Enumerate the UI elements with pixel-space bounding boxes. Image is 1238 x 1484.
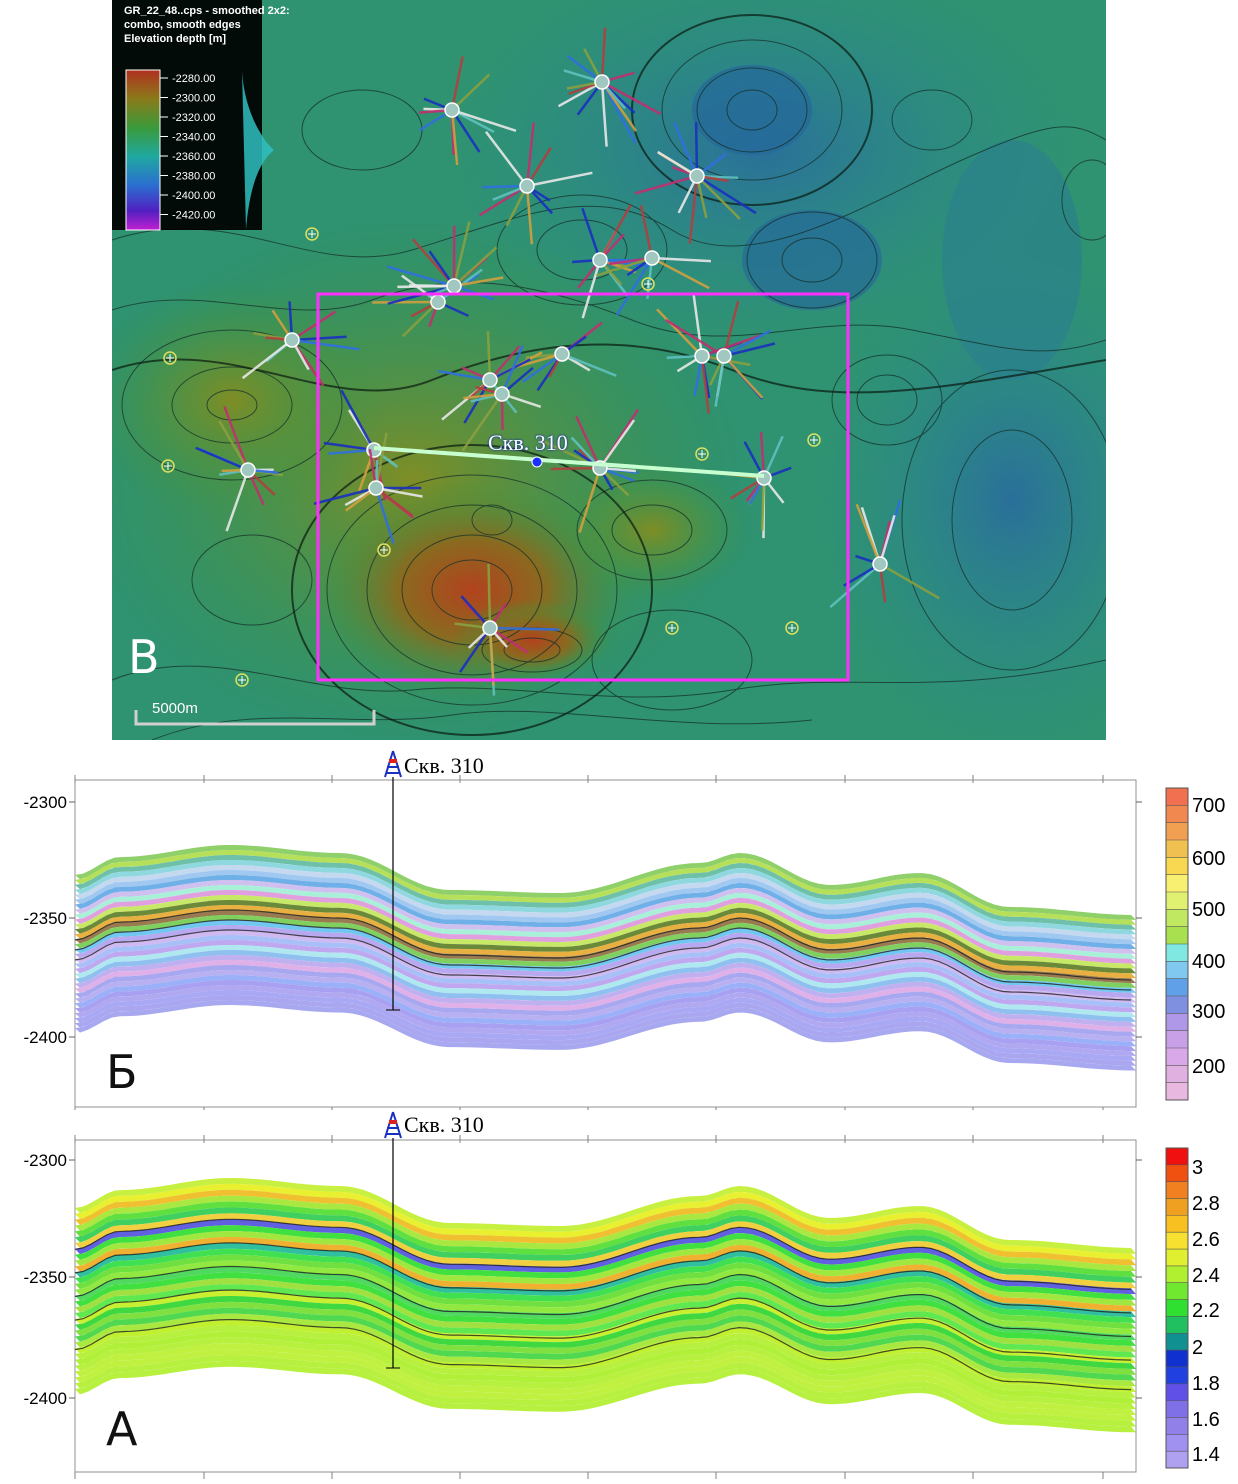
section-b-plot: -2300 -2350 -2400 700 600 500 400 300 200 <box>0 745 1238 1110</box>
scale-bar-label: 5000m <box>152 700 198 717</box>
well-marker <box>695 349 709 363</box>
map-legend-value: -2400.00 <box>172 190 215 202</box>
section-b-colorbar-label: 300 <box>1192 1001 1225 1023</box>
well-marker <box>717 349 731 363</box>
map-title-line-3: Elevation depth [m] <box>124 32 290 46</box>
well-marker <box>520 179 534 193</box>
map-legend-value: -2360.00 <box>172 151 215 163</box>
section-a-colorbar-label: 3 <box>1192 1157 1203 1179</box>
well-marker <box>495 387 509 401</box>
structure-map-panel: -2280.00 -2300.00 -2320.00 -2340.00 -2360.00… <box>112 0 1106 740</box>
section-a-colorbar-label: 1.4 <box>1192 1444 1220 1466</box>
section-a-y-tick-label: -2300 <box>24 1151 67 1170</box>
derrick-icon <box>385 1112 401 1138</box>
section-b-panel: -2300 -2350 -2400 700 600 500 400 300 200 Скв. 3… <box>0 745 1238 1110</box>
map-legend-value: -2380.00 <box>172 171 215 183</box>
section-b-colorbar-label: 600 <box>1192 848 1225 870</box>
map-well-label: Скв. 310 <box>488 430 568 456</box>
well-marker <box>447 279 461 293</box>
structure-map: -2280.00 -2300.00 -2320.00 -2340.00 -2360.00… <box>112 0 1106 740</box>
section-a-colorbar-label: 2.6 <box>1192 1229 1220 1251</box>
section-a-colorbar-label: 2 <box>1192 1337 1203 1359</box>
well-310-marker <box>532 457 542 467</box>
section-a-colorbar <box>1166 1148 1188 1469</box>
map-legend-value: -2340.00 <box>172 132 215 144</box>
section-b-y-tick-label: -2350 <box>24 909 67 928</box>
section-b-colorbar-label: 400 <box>1192 951 1225 973</box>
section-a-colorbar-label: 2.8 <box>1192 1193 1220 1215</box>
well-marker <box>690 169 704 183</box>
section-b-colorbar-label: 500 <box>1192 899 1225 921</box>
derrick-icon <box>385 751 401 777</box>
section-a-colorbar-label: 2.2 <box>1192 1300 1220 1322</box>
well-marker <box>431 295 445 309</box>
section-a-y-tick-label: -2400 <box>24 1389 67 1408</box>
section-b-colorbar-label: 200 <box>1192 1056 1225 1078</box>
well-marker <box>757 471 771 485</box>
section-a-y-tick-label: -2350 <box>24 1268 67 1287</box>
map-title-line-2: combo, smooth edges <box>124 18 290 32</box>
well-marker <box>593 253 607 267</box>
well-marker <box>483 373 497 387</box>
panel-letter-b: Б <box>106 1045 138 1099</box>
section-b-colorbar-label: 700 <box>1192 795 1225 817</box>
map-colorbar <box>126 70 160 230</box>
map-legend-value: -2300.00 <box>172 93 215 105</box>
well-marker <box>241 463 255 477</box>
well-marker <box>369 481 383 495</box>
section-a-panel: -2300 -2350 -2400 3 2.8 2.6 2.4 2.2 2 1.8 1.6 1.4 С… <box>0 1110 1238 1479</box>
section-a-colorbar-label: 1.6 <box>1192 1409 1220 1431</box>
section-a-plot: -2300 -2350 -2400 3 2.8 2.6 2.4 2.2 2 1.8 1.6 1.4 <box>0 1110 1238 1479</box>
well-marker <box>483 621 497 635</box>
map-legend-title: GR_22_48..cps - smoothed 2x2: combo, smo… <box>124 4 290 46</box>
section-b-well-label: Скв. 310 <box>404 753 484 779</box>
section-b-y-tick-label: -2400 <box>24 1028 67 1047</box>
map-title-line-1: GR_22_48..cps - smoothed 2x2: <box>124 4 290 18</box>
panel-letter-a: А <box>106 1402 137 1456</box>
well-marker <box>873 557 887 571</box>
map-legend-value: -2280.00 <box>172 73 215 85</box>
section-a-well-label: Скв. 310 <box>404 1112 484 1138</box>
well-marker <box>285 333 299 347</box>
section-b-colorbar <box>1166 788 1188 1101</box>
well-marker <box>445 103 459 117</box>
section-b-y-tick-label: -2300 <box>24 793 67 812</box>
map-legend-value: -2320.00 <box>172 112 215 124</box>
section-a-colorbar-label: 1.8 <box>1192 1373 1220 1395</box>
map-legend-value: -2420.00 <box>172 210 215 222</box>
well-marker <box>595 75 609 89</box>
well-marker <box>645 251 659 265</box>
panel-letter-v: В <box>128 630 160 684</box>
section-a-colorbar-label: 2.4 <box>1192 1265 1220 1287</box>
well-marker <box>555 347 569 361</box>
